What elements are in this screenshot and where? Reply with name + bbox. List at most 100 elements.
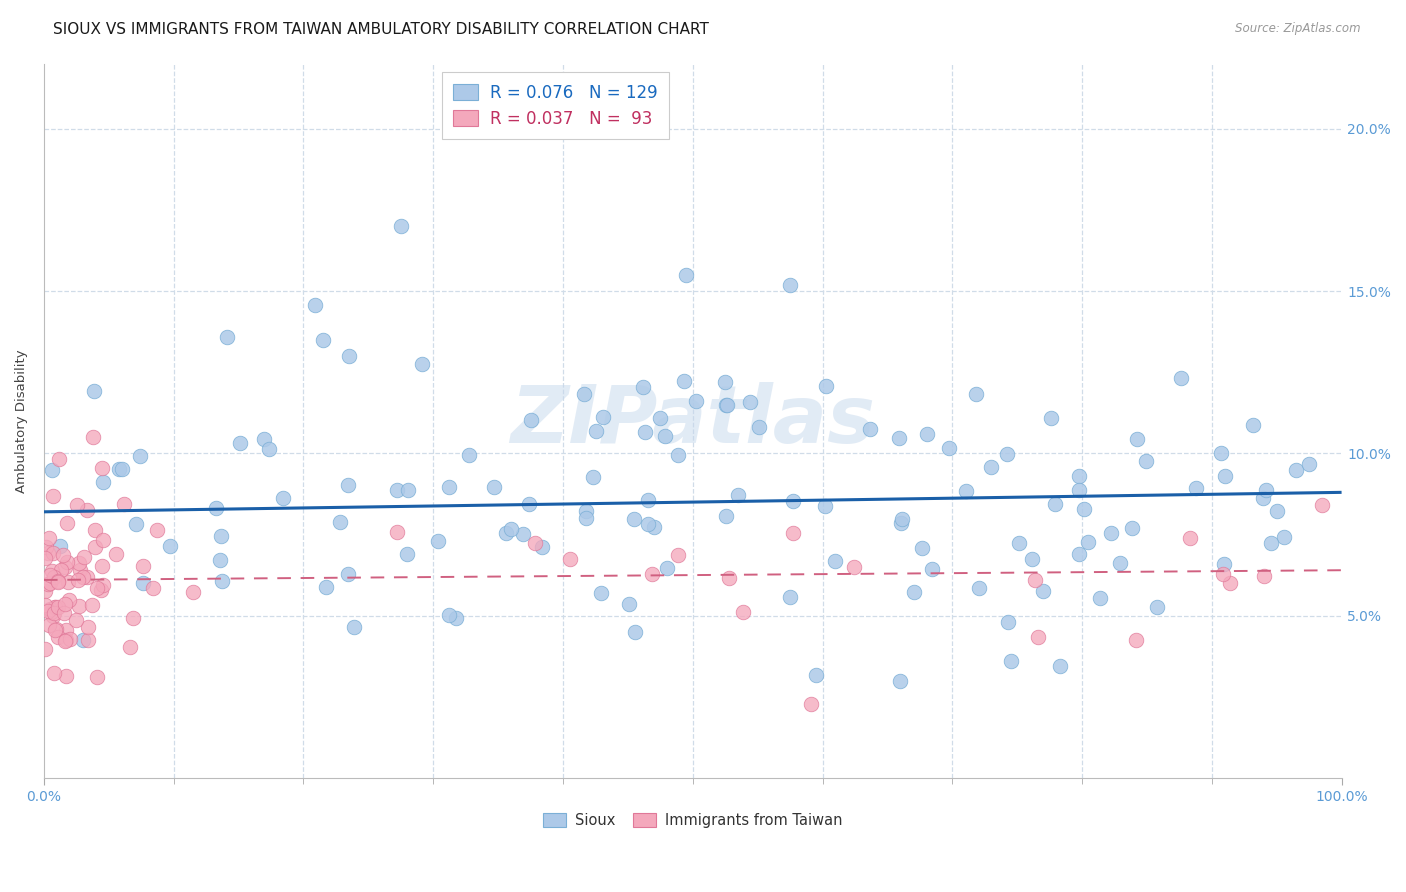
- Point: [385, 483, 408, 498]
- Point: [666, 548, 689, 562]
- Point: [748, 420, 770, 434]
- Point: [91, 578, 114, 592]
- Point: [55, 624, 77, 638]
- Point: [84, 540, 107, 554]
- Point: [39, 567, 62, 582]
- Point: [641, 566, 664, 581]
- Point: [911, 541, 934, 556]
- Point: [779, 277, 801, 292]
- Point: [41, 546, 63, 560]
- Point: [72, 569, 94, 583]
- Point: [458, 448, 481, 462]
- Point: [512, 527, 534, 541]
- Point: [1109, 556, 1132, 570]
- Point: [624, 624, 647, 639]
- Text: ZIPatlas: ZIPatlas: [510, 382, 876, 460]
- Point: [1135, 453, 1157, 467]
- Point: [804, 668, 827, 682]
- Point: [132, 576, 155, 591]
- Point: [34, 583, 56, 598]
- Point: [890, 511, 912, 525]
- Point: [1298, 457, 1320, 471]
- Text: Source: ZipAtlas.com: Source: ZipAtlas.com: [1236, 22, 1361, 36]
- Point: [66, 574, 89, 588]
- Point: [814, 500, 837, 514]
- Point: [72, 633, 94, 648]
- Point: [211, 528, 233, 542]
- Point: [517, 497, 540, 511]
- Point: [575, 503, 598, 517]
- Point: [55, 669, 77, 683]
- Point: [34, 642, 56, 657]
- Point: [56, 575, 79, 590]
- Point: [558, 552, 581, 566]
- Point: [592, 410, 614, 425]
- Point: [49, 563, 72, 577]
- Point: [655, 560, 678, 574]
- Point: [337, 349, 360, 363]
- Point: [501, 522, 523, 536]
- Point: [1241, 417, 1264, 432]
- Point: [673, 374, 696, 388]
- Point: [437, 479, 460, 493]
- Point: [34, 550, 56, 565]
- Point: [121, 610, 143, 624]
- Point: [44, 600, 66, 615]
- Point: [44, 666, 66, 681]
- Point: [53, 597, 76, 611]
- Point: [211, 574, 233, 588]
- Point: [1032, 584, 1054, 599]
- Point: [824, 554, 846, 568]
- Point: [582, 470, 605, 484]
- Point: [967, 581, 990, 595]
- Point: [814, 379, 837, 393]
- Point: [1045, 497, 1067, 511]
- Point: [444, 611, 467, 625]
- Point: [921, 562, 943, 576]
- Point: [631, 380, 654, 394]
- Point: [495, 526, 517, 541]
- Point: [312, 333, 335, 347]
- Point: [1125, 632, 1147, 647]
- Point: [396, 483, 419, 497]
- Point: [146, 523, 169, 537]
- Point: [128, 449, 150, 463]
- Point: [53, 634, 76, 648]
- Point: [65, 613, 87, 627]
- Text: SIOUX VS IMMIGRANTS FROM TAIWAN AMBULATORY DISABILITY CORRELATION CHART: SIOUX VS IMMIGRANTS FROM TAIWAN AMBULATO…: [53, 22, 709, 37]
- Point: [67, 556, 90, 570]
- Point: [1170, 371, 1192, 385]
- Point: [34, 598, 56, 612]
- Point: [45, 622, 67, 636]
- Point: [643, 519, 665, 533]
- Point: [389, 219, 412, 234]
- Point: [997, 615, 1019, 629]
- Point: [76, 502, 98, 516]
- Point: [208, 553, 231, 567]
- Point: [1260, 536, 1282, 550]
- Point: [585, 424, 607, 438]
- Point: [1049, 659, 1071, 673]
- Point: [1256, 483, 1278, 497]
- Point: [52, 548, 75, 562]
- Point: [42, 606, 65, 620]
- Point: [82, 430, 104, 444]
- Point: [46, 630, 69, 644]
- Point: [105, 547, 128, 561]
- Point: [66, 498, 89, 512]
- Point: [1026, 630, 1049, 644]
- Point: [1251, 491, 1274, 506]
- Point: [53, 606, 76, 620]
- Point: [685, 393, 707, 408]
- Point: [666, 448, 689, 462]
- Point: [903, 585, 925, 599]
- Point: [995, 447, 1018, 461]
- Point: [76, 633, 98, 648]
- Point: [38, 602, 60, 616]
- Point: [37, 604, 59, 618]
- Point: [42, 489, 65, 503]
- Point: [343, 620, 366, 634]
- Point: [37, 577, 59, 591]
- Point: [142, 581, 165, 595]
- Point: [427, 533, 450, 548]
